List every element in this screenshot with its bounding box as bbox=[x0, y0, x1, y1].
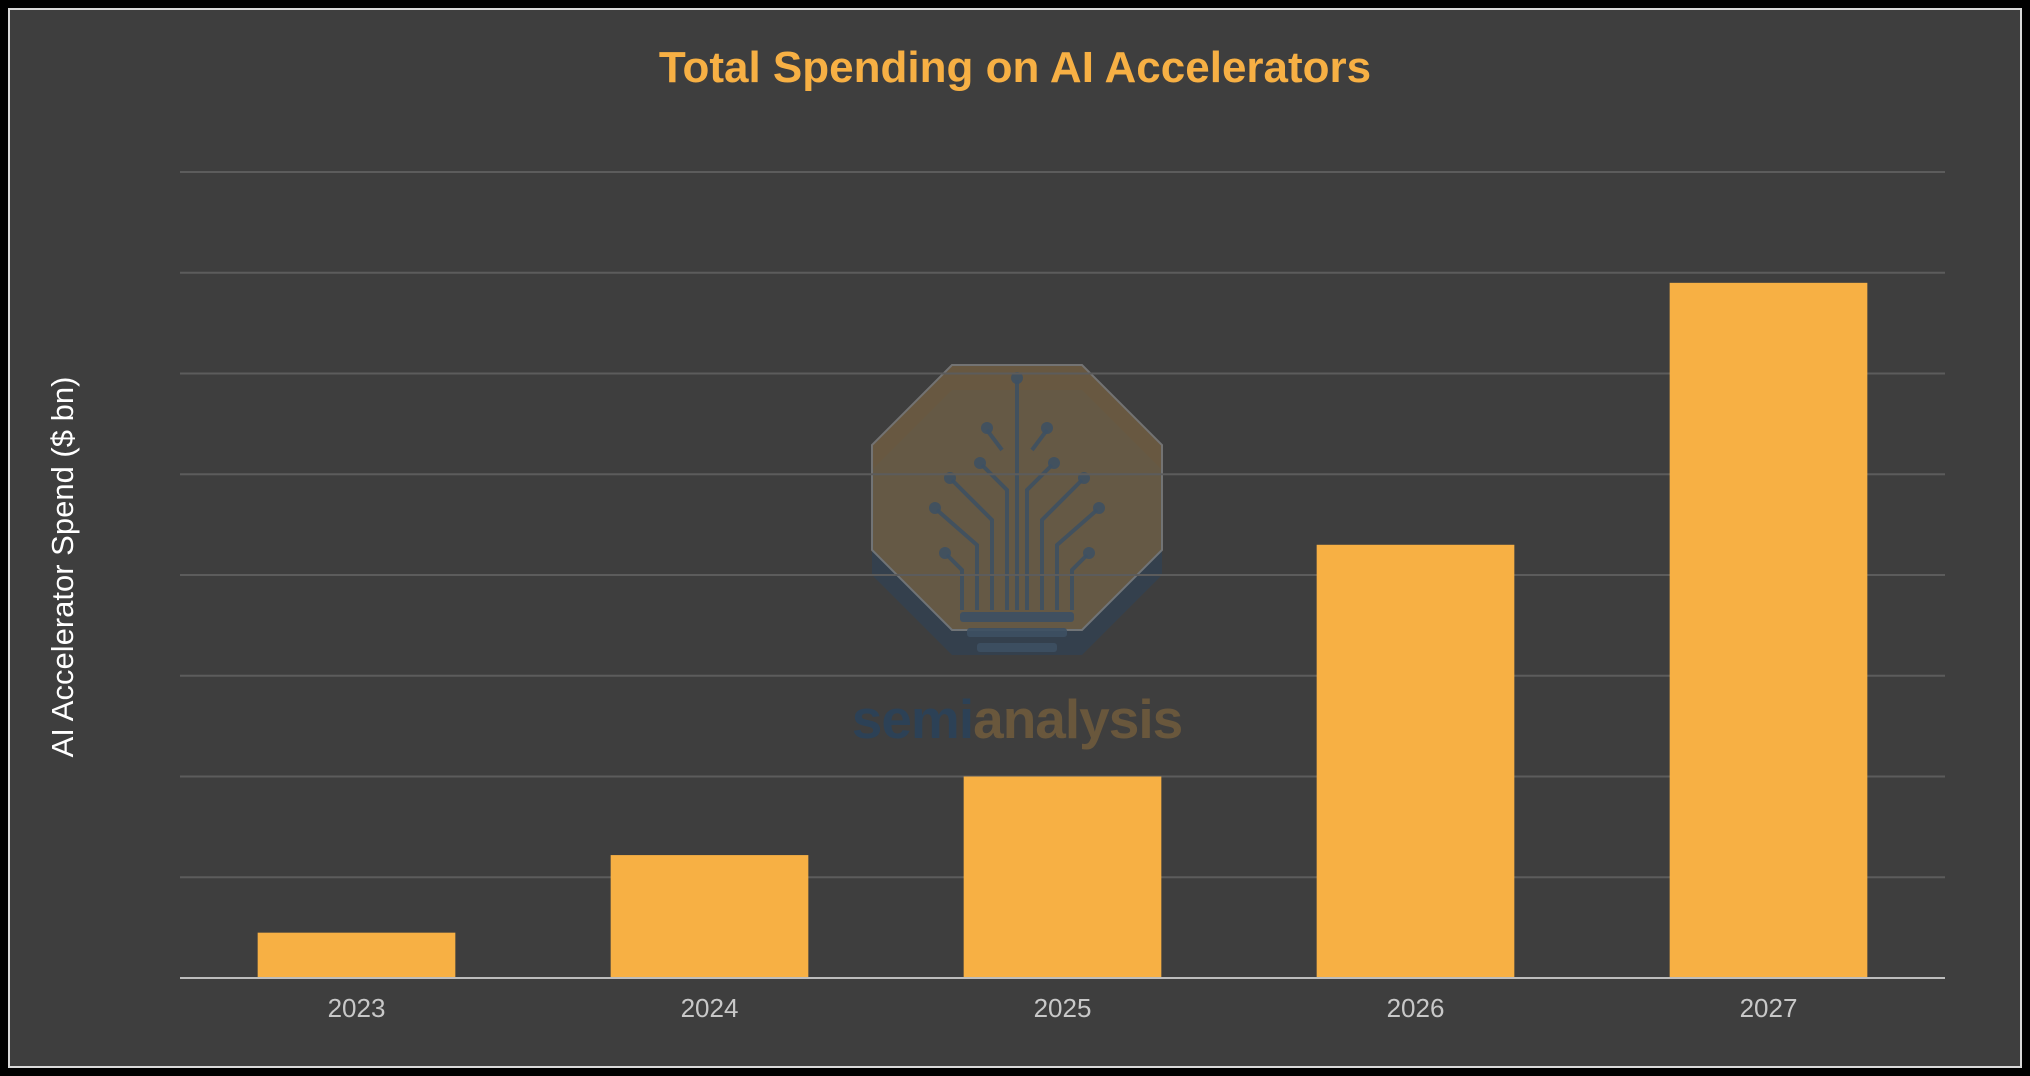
bar-2023 bbox=[257, 932, 456, 978]
bar-2027 bbox=[1669, 282, 1868, 978]
x-tick-label: 2025 bbox=[1034, 993, 1092, 1023]
watermark-analysis: analysis bbox=[973, 688, 1183, 750]
watermark-semi: semi bbox=[851, 688, 974, 750]
bar-2024 bbox=[610, 855, 809, 978]
watermark-text: semianalysis bbox=[842, 687, 1192, 751]
x-tick-label: 2023 bbox=[328, 993, 386, 1023]
x-tick-label: 2024 bbox=[681, 993, 739, 1023]
x-tick-label: 2026 bbox=[1387, 993, 1445, 1023]
watermark: semianalysis bbox=[842, 360, 1192, 750]
chart-title: Total Spending on AI Accelerators bbox=[658, 43, 1372, 92]
plot-area: 2023 2024 2025 2026 2027 bbox=[180, 171, 1945, 1023]
bar-2025 bbox=[963, 776, 1162, 978]
circuit-lightbulb-icon bbox=[871, 364, 1163, 655]
chart-frame: Total Spending on AI Accelerators AI Acc… bbox=[8, 8, 2022, 1068]
x-tick-label: 2027 bbox=[1740, 993, 1798, 1023]
bar-2026 bbox=[1316, 544, 1515, 978]
